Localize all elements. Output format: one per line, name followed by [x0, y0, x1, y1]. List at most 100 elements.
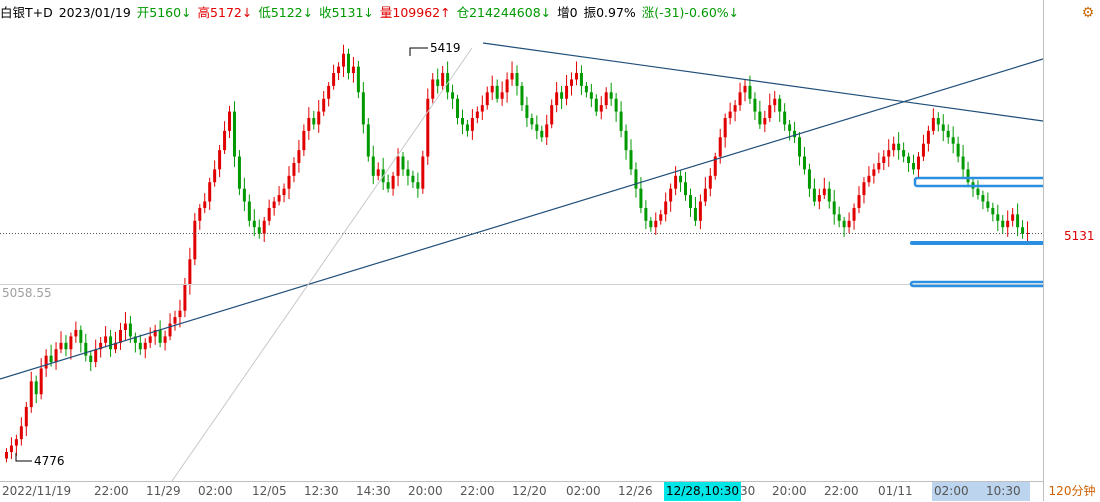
candle-body: [753, 98, 757, 112]
candle-body: [94, 349, 98, 363]
time-tick: 20:00: [408, 484, 443, 498]
candle-body: [257, 227, 261, 234]
candle-body: [515, 73, 519, 86]
candle-body: [827, 188, 831, 202]
candle-body: [872, 169, 876, 176]
candle-body: [887, 150, 891, 157]
candle-body: [644, 207, 648, 221]
candle-body: [173, 317, 177, 324]
candle-body: [773, 98, 777, 106]
candle-body: [703, 188, 707, 202]
candle-body: [1001, 220, 1005, 228]
candle-body: [926, 130, 930, 144]
candle-body: [584, 85, 588, 93]
candle-body: [396, 156, 400, 176]
time-tick: 22:00: [94, 484, 129, 498]
candle-body: [460, 118, 464, 125]
candle-body: [931, 118, 935, 131]
candle-body: [346, 53, 350, 74]
period-selector[interactable]: 120分钟: [1048, 484, 1096, 498]
candle-body: [609, 92, 613, 99]
fan-line: [171, 47, 473, 481]
candle-body: [183, 285, 187, 311]
candle-body: [277, 195, 281, 202]
candle-body: [64, 342, 68, 350]
candle-body: [322, 98, 326, 112]
candle-body: [208, 182, 212, 202]
candlestick-chart[interactable]: 5419 4776: [0, 0, 1043, 481]
candle-body: [84, 342, 88, 356]
candle-body: [436, 79, 440, 86]
candle-body: [99, 342, 103, 350]
candle-body: [34, 381, 38, 395]
candle-body: [228, 111, 232, 131]
candle-body: [921, 143, 925, 157]
candle-body: [570, 79, 574, 86]
candle-body: [768, 105, 772, 119]
candle-body: [688, 195, 692, 208]
candle-body: [29, 381, 33, 408]
candle-body: [490, 85, 494, 93]
candle-body: [852, 207, 856, 221]
candle-body: [550, 105, 554, 125]
candle-body: [817, 195, 821, 202]
candle-body: [475, 111, 479, 119]
candle-body: [114, 342, 118, 350]
candle-body: [579, 73, 583, 86]
candle-body: [916, 156, 920, 170]
candle-body: [406, 169, 410, 176]
candle-body: [664, 201, 668, 215]
candle-body: [312, 118, 316, 125]
candle-body: [14, 439, 18, 446]
candle-body: [783, 111, 787, 125]
candle-body: [426, 98, 430, 157]
candle-body: [287, 175, 291, 189]
volume: 量109962↑: [379, 5, 451, 20]
candle-body: [456, 98, 460, 119]
candle-body: [669, 188, 673, 202]
candle-body: [1026, 232, 1030, 234]
candle-body: [376, 169, 380, 176]
candle-body: [728, 111, 732, 119]
candle-body: [892, 143, 896, 151]
reference-price-label: 5058.55: [2, 286, 52, 300]
candle-body: [242, 188, 246, 202]
candle-body: [639, 188, 643, 208]
high-marker-line: [409, 47, 428, 56]
candle-body: [718, 137, 722, 157]
time-tick: 14:30: [356, 484, 391, 498]
candle-body: [708, 175, 712, 189]
candle-body: [693, 207, 697, 221]
candle-body: [619, 111, 623, 131]
candle-body: [1011, 214, 1015, 221]
candle-body: [1021, 227, 1025, 234]
candle-body: [411, 175, 415, 183]
candle-body: [223, 130, 227, 151]
candle-body: [743, 85, 747, 93]
time-axis: 2022/11/19 22:00 11/29 02:00 12/05 12:30…: [0, 481, 1043, 502]
candle-body: [981, 195, 985, 202]
candle-body: [431, 79, 435, 99]
candle-body: [748, 85, 752, 99]
candle-body: [327, 85, 331, 99]
price-axis-panel: [1043, 0, 1100, 501]
candle-body: [812, 188, 816, 202]
candle-body: [535, 124, 539, 131]
candle-body: [654, 220, 658, 228]
candle-body: [996, 214, 1000, 221]
candle-body: [79, 329, 83, 343]
candle-body: [822, 188, 826, 196]
candle-body: [807, 169, 811, 189]
candle-body: [604, 92, 608, 106]
candle-body: [163, 336, 167, 343]
candle-body: [778, 98, 782, 112]
candle-body: [391, 175, 395, 189]
candle-body: [188, 259, 192, 286]
time-tick: 11/29: [146, 484, 181, 498]
gear-icon[interactable]: ⚙: [1081, 4, 1095, 20]
time-tick: 2022/11/19: [2, 484, 72, 498]
candle-body: [788, 124, 792, 131]
time-tick: 01/11: [878, 484, 913, 498]
support-box-lower: [909, 280, 1043, 288]
candle-body: [153, 329, 157, 337]
